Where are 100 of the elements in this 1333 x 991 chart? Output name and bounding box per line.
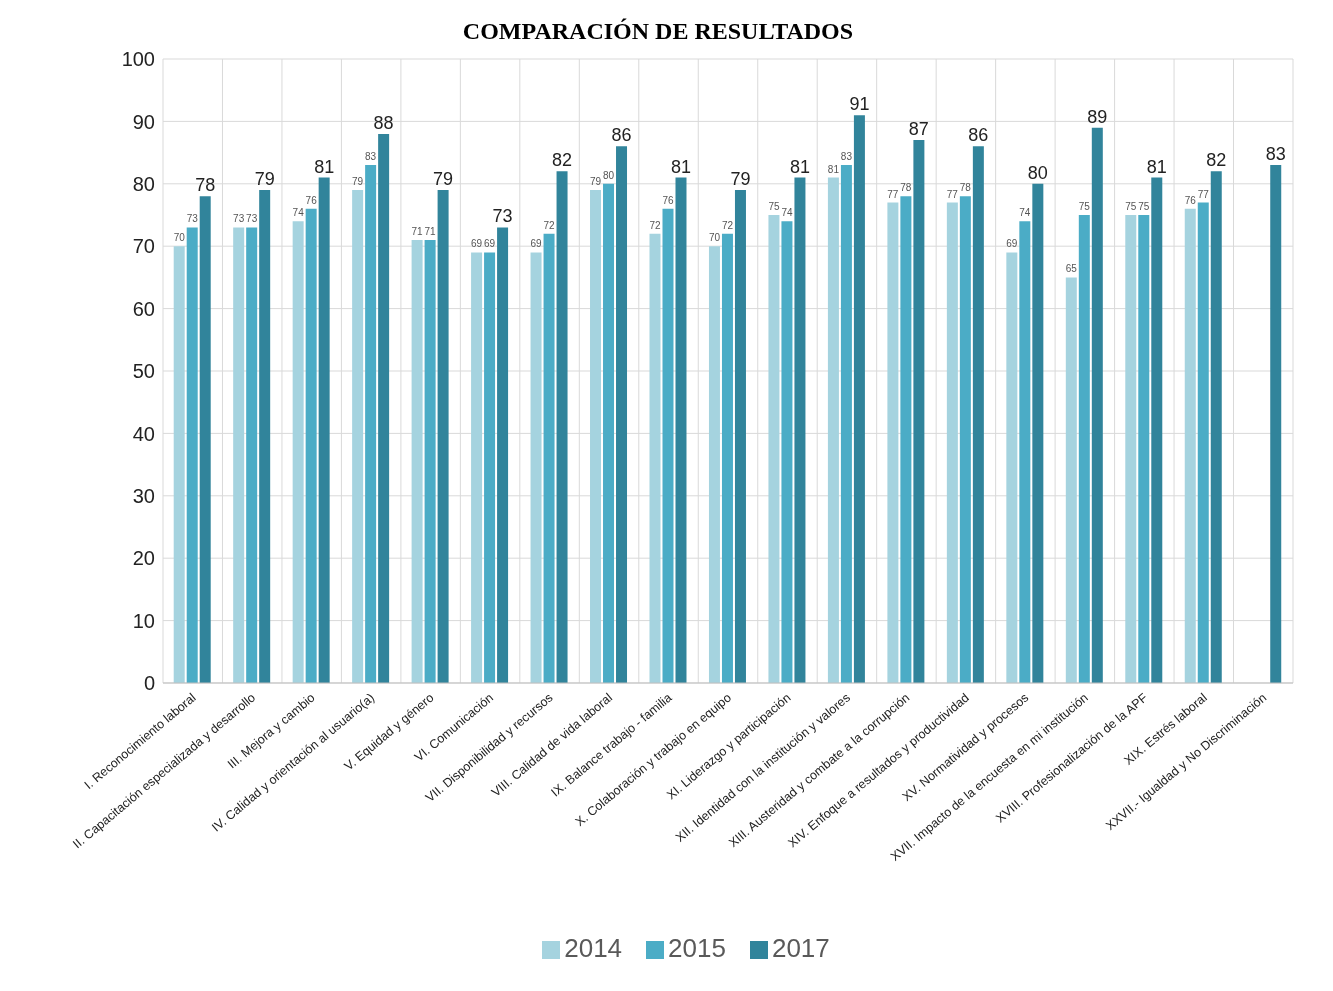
bar bbox=[186, 227, 198, 683]
chart-title: COMPARACIÓN DE RESULTADOS bbox=[461, 17, 855, 46]
legend-label: 2014 bbox=[564, 933, 623, 963]
y-tick-label: 90 bbox=[132, 110, 155, 133]
y-tick-label: 10 bbox=[132, 609, 155, 632]
bar bbox=[946, 202, 958, 683]
y-tick-label: 60 bbox=[132, 297, 155, 320]
bar bbox=[1197, 202, 1209, 683]
y-tick-label: 30 bbox=[132, 484, 155, 507]
bar bbox=[173, 246, 185, 683]
data-label: 78 bbox=[195, 175, 216, 196]
data-label: 73 bbox=[492, 206, 513, 227]
bar bbox=[1125, 215, 1137, 683]
data-label: 70 bbox=[173, 232, 186, 244]
bar bbox=[530, 252, 542, 683]
data-label: 75 bbox=[1125, 201, 1137, 212]
data-label: 70 bbox=[708, 232, 721, 244]
bar bbox=[484, 252, 496, 683]
data-label: 81 bbox=[314, 156, 335, 177]
data-label: 71 bbox=[411, 225, 424, 237]
data-label: 87 bbox=[908, 119, 929, 140]
data-label: 72 bbox=[649, 219, 661, 231]
data-label: 81 bbox=[789, 156, 810, 177]
bar bbox=[1078, 215, 1090, 683]
data-label: 88 bbox=[373, 112, 394, 133]
data-label: 82 bbox=[1206, 150, 1227, 171]
y-tick-label: 70 bbox=[132, 235, 155, 258]
data-label: 65 bbox=[1065, 263, 1078, 275]
bar bbox=[378, 133, 390, 683]
bar bbox=[794, 177, 806, 683]
bar bbox=[471, 252, 483, 683]
bar bbox=[259, 190, 271, 683]
data-label: 77 bbox=[887, 188, 899, 200]
y-tick-label: 80 bbox=[132, 172, 155, 195]
bar bbox=[708, 246, 720, 683]
data-label: 82 bbox=[552, 150, 573, 171]
bar bbox=[972, 146, 984, 683]
bar bbox=[768, 215, 780, 683]
bar bbox=[497, 227, 509, 683]
bar bbox=[199, 196, 211, 683]
bar bbox=[305, 208, 317, 683]
bar bbox=[543, 233, 555, 683]
bar bbox=[1184, 208, 1196, 683]
data-label: 77 bbox=[946, 188, 959, 200]
bar bbox=[590, 190, 602, 683]
data-label: 80 bbox=[1027, 162, 1048, 183]
data-label: 71 bbox=[424, 225, 437, 237]
data-label: 73 bbox=[186, 213, 199, 225]
data-label: 69 bbox=[530, 238, 543, 250]
bar bbox=[675, 177, 687, 683]
data-label: 75 bbox=[768, 201, 780, 212]
bar bbox=[1019, 221, 1031, 683]
bar bbox=[959, 196, 971, 683]
data-label: 89 bbox=[1087, 106, 1108, 127]
data-label: 83 bbox=[840, 151, 853, 163]
data-label: 72 bbox=[543, 219, 556, 231]
data-label: 86 bbox=[968, 125, 989, 146]
legend-label: 2017 bbox=[771, 933, 830, 963]
data-label: 83 bbox=[1265, 144, 1286, 165]
bar bbox=[292, 221, 304, 683]
bar bbox=[827, 177, 839, 683]
bar bbox=[887, 202, 899, 683]
bar bbox=[1091, 127, 1103, 683]
data-label: 81 bbox=[827, 163, 840, 175]
bar bbox=[840, 165, 852, 683]
data-label: 69 bbox=[484, 238, 496, 250]
data-label: 83 bbox=[365, 151, 377, 163]
bar bbox=[233, 227, 245, 683]
data-label: 72 bbox=[721, 219, 734, 231]
bar bbox=[411, 239, 423, 683]
y-tick-label: 50 bbox=[132, 360, 155, 383]
y-tick-label: 0 bbox=[143, 672, 155, 695]
bar bbox=[1065, 277, 1077, 683]
data-label: 73 bbox=[246, 213, 258, 225]
data-label: 69 bbox=[471, 238, 483, 250]
data-label: 86 bbox=[611, 125, 632, 146]
y-tick-label: 20 bbox=[132, 547, 155, 570]
bar bbox=[734, 190, 746, 683]
bar bbox=[424, 239, 436, 683]
data-label: 74 bbox=[1019, 207, 1031, 219]
bar bbox=[1138, 215, 1150, 683]
data-label: 79 bbox=[730, 169, 751, 190]
data-label: 77 bbox=[1197, 188, 1210, 200]
data-label: 73 bbox=[233, 213, 245, 225]
bar bbox=[721, 233, 733, 683]
bar bbox=[1151, 177, 1163, 683]
bar bbox=[603, 183, 615, 683]
data-label: 76 bbox=[662, 194, 674, 206]
legend-label: 2015 bbox=[668, 933, 726, 963]
data-label: 79 bbox=[589, 176, 602, 188]
y-tick-label: 40 bbox=[132, 422, 155, 445]
bar bbox=[649, 233, 661, 683]
y-tick-label: 100 bbox=[121, 48, 155, 71]
data-label: 74 bbox=[292, 207, 305, 219]
bar bbox=[556, 171, 568, 683]
bar bbox=[352, 190, 364, 683]
bar bbox=[246, 227, 258, 683]
bar bbox=[900, 196, 912, 683]
bar bbox=[437, 190, 449, 683]
data-label: 79 bbox=[433, 169, 454, 190]
